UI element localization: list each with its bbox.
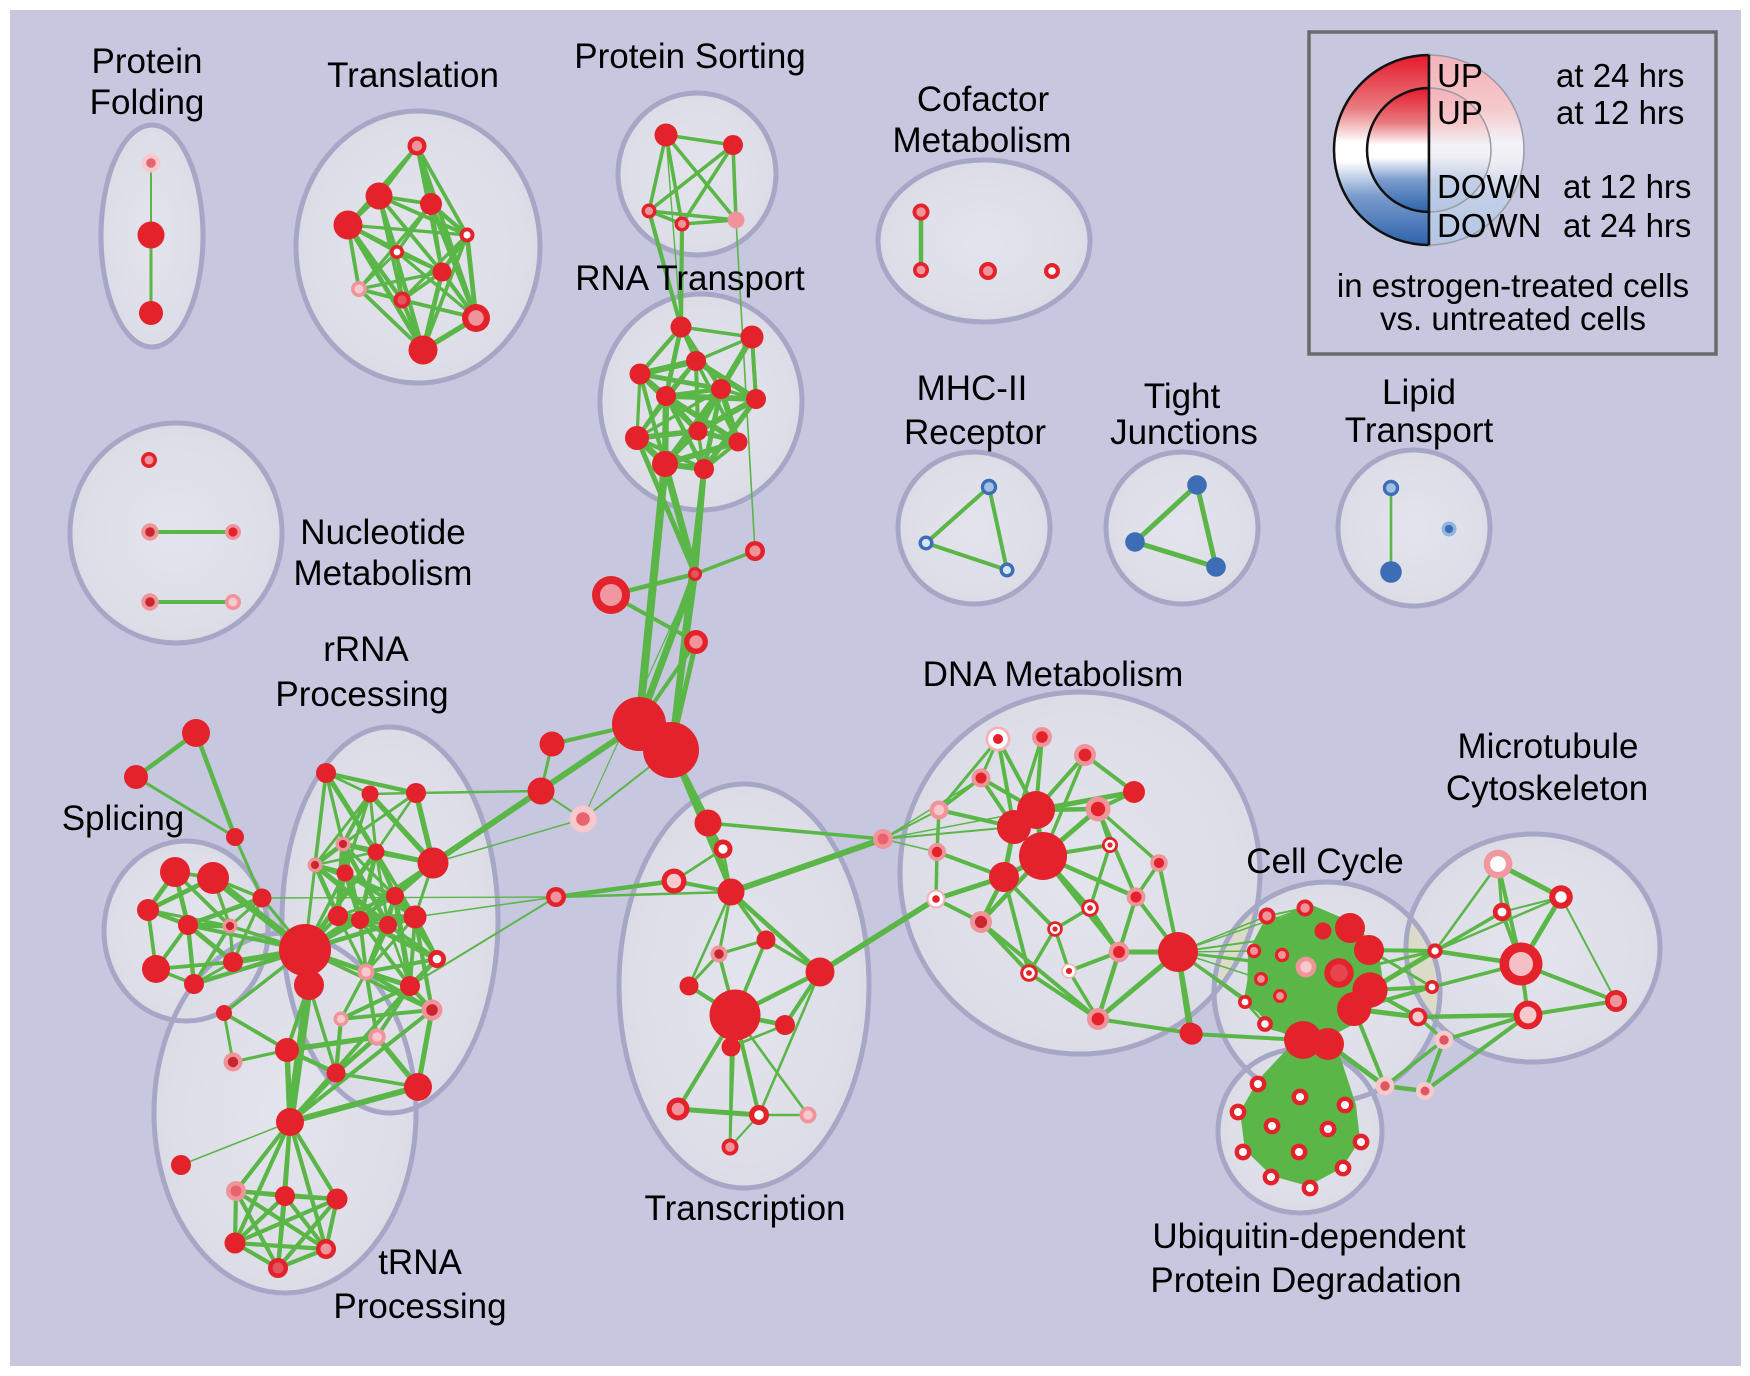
svg-text:Transport: Transport bbox=[1345, 411, 1494, 450]
svg-text:at 12 hrs: at 12 hrs bbox=[1563, 168, 1691, 205]
svg-text:Lipid: Lipid bbox=[1382, 373, 1456, 412]
svg-text:UP: UP bbox=[1437, 94, 1483, 131]
svg-text:Folding: Folding bbox=[90, 83, 205, 122]
svg-text:Ubiquitin-dependent: Ubiquitin-dependent bbox=[1152, 1217, 1466, 1256]
svg-text:vs. untreated cells: vs. untreated cells bbox=[1380, 300, 1646, 337]
svg-text:Metabolism: Metabolism bbox=[893, 121, 1072, 160]
svg-text:Metabolism: Metabolism bbox=[294, 554, 473, 593]
svg-text:at 24 hrs: at 24 hrs bbox=[1563, 207, 1691, 244]
svg-text:Cofactor: Cofactor bbox=[917, 80, 1050, 119]
svg-text:rRNA: rRNA bbox=[323, 630, 409, 669]
svg-text:Tight: Tight bbox=[1144, 377, 1221, 416]
svg-text:Junctions: Junctions bbox=[1110, 413, 1258, 452]
svg-text:Microtubule: Microtubule bbox=[1458, 727, 1639, 766]
svg-text:Nucleotide: Nucleotide bbox=[300, 513, 465, 552]
svg-text:Transcription: Transcription bbox=[645, 1189, 846, 1228]
svg-text:DOWN: DOWN bbox=[1437, 207, 1541, 244]
svg-text:DOWN: DOWN bbox=[1437, 168, 1541, 205]
svg-text:Receptor: Receptor bbox=[904, 413, 1046, 452]
svg-text:Cell Cycle: Cell Cycle bbox=[1246, 842, 1404, 881]
svg-text:Splicing: Splicing bbox=[62, 799, 185, 838]
svg-text:RNA Transport: RNA Transport bbox=[575, 259, 805, 298]
svg-text:Translation: Translation bbox=[327, 56, 499, 95]
svg-text:Processing: Processing bbox=[333, 1287, 506, 1326]
svg-text:at 24 hrs: at 24 hrs bbox=[1556, 57, 1684, 94]
svg-text:Protein Sorting: Protein Sorting bbox=[574, 37, 806, 76]
svg-text:tRNA: tRNA bbox=[378, 1243, 462, 1282]
svg-text:DNA Metabolism: DNA Metabolism bbox=[923, 655, 1184, 694]
svg-text:in estrogen-treated cells: in estrogen-treated cells bbox=[1337, 267, 1689, 304]
svg-text:Protein: Protein bbox=[92, 42, 203, 81]
svg-text:MHC-II: MHC-II bbox=[917, 369, 1028, 408]
svg-text:Processing: Processing bbox=[275, 675, 448, 714]
svg-text:UP: UP bbox=[1437, 57, 1483, 94]
svg-text:Protein Degradation: Protein Degradation bbox=[1150, 1261, 1461, 1300]
svg-text:at 12 hrs: at 12 hrs bbox=[1556, 94, 1684, 131]
svg-text:Cytoskeleton: Cytoskeleton bbox=[1446, 769, 1648, 808]
